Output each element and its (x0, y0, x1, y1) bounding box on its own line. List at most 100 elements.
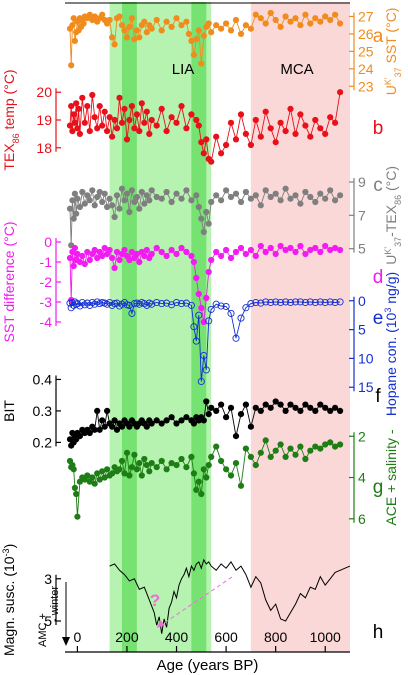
data-point-a (322, 13, 329, 20)
data-point-b (104, 128, 111, 135)
data-point-c (133, 193, 140, 201)
data-point-g (327, 439, 334, 446)
data-point-g (287, 445, 294, 452)
data-point-f (109, 423, 116, 430)
data-point-d (91, 246, 98, 254)
data-point-c (84, 192, 91, 199)
y-tick-label-c: 9 (358, 174, 366, 190)
data-point-a (205, 20, 212, 27)
lia-label: LIA (172, 61, 195, 78)
question-arrow (156, 576, 233, 629)
y-tick-label-h: 3 (44, 571, 52, 587)
data-point-b (131, 125, 138, 132)
data-point-b (307, 133, 314, 140)
data-point-e (212, 300, 220, 308)
y-tick-label-b: 19 (36, 112, 52, 128)
data-point-g (297, 443, 304, 450)
data-point-c (227, 193, 235, 201)
annotations: LIA MCA ? AMC + - winter (37, 61, 314, 647)
data-point-d (183, 248, 190, 256)
data-point-c (327, 187, 334, 194)
data-point-b (113, 125, 121, 132)
data-point-d (79, 252, 86, 260)
data-point-b (94, 125, 101, 132)
data-point-f (111, 417, 118, 424)
data-point-b (312, 116, 319, 124)
data-point-b (153, 122, 160, 129)
data-point-f (143, 423, 150, 430)
panel-letter-b: b (373, 118, 384, 139)
data-point-a (223, 20, 230, 27)
data-point-b (297, 111, 304, 118)
data-point-e (163, 299, 171, 307)
data-point-d (74, 250, 81, 258)
shaded-intervals (65, 2, 350, 652)
data-point-b (116, 94, 123, 101)
panel-c: 5 7 9 cUK'37-TEX86 (°C) (66, 166, 403, 265)
data-point-f (277, 401, 284, 408)
data-point-d (188, 252, 195, 260)
panel-letter-c: c (373, 175, 383, 196)
data-point-b (218, 150, 225, 157)
data-point-c (200, 228, 207, 236)
y-tick-label-c: 5 (358, 241, 366, 257)
x-tick-label: 400 (165, 629, 189, 645)
data-point-c (292, 192, 299, 199)
data-point-a (163, 18, 170, 25)
data-point-f (118, 423, 126, 430)
data-point-e (252, 298, 260, 307)
data-point-g (223, 466, 230, 473)
data-point-d (143, 246, 150, 254)
data-point-f (91, 426, 98, 433)
data-point-d (86, 256, 93, 264)
data-point-g (317, 445, 324, 452)
data-point-b (272, 139, 279, 146)
data-point-d (99, 252, 106, 260)
y-tick-label-g: 2 (358, 428, 366, 444)
data-point-c (74, 195, 81, 202)
data-point-b (146, 130, 153, 137)
y-tick-label-e: 0 (358, 293, 366, 309)
data-point-d (213, 248, 220, 256)
data-point-b (81, 119, 88, 126)
data-point-b (292, 130, 299, 137)
data-point-e (187, 301, 195, 309)
data-point-c (118, 185, 126, 192)
data-point-c (322, 195, 329, 202)
data-point-g (96, 476, 103, 483)
data-point-f (178, 417, 185, 424)
data-point-a (277, 23, 284, 30)
data-point-d (282, 246, 289, 254)
data-point-a (193, 36, 200, 43)
data-point-g (116, 466, 123, 473)
data-point-c (146, 197, 153, 204)
data-point-d (168, 246, 175, 254)
data-point-e (291, 298, 300, 306)
data-point-a (153, 16, 160, 24)
data-point-g (218, 457, 225, 465)
data-point-c (205, 220, 212, 227)
data-point-f (337, 407, 344, 414)
data-point-g (146, 468, 153, 475)
data-point-g (277, 441, 284, 448)
data-point-a (282, 13, 289, 20)
data-point-b (178, 103, 185, 110)
y-tick-label-a: 23 (358, 78, 374, 94)
data-point-f (153, 417, 160, 424)
data-point-b (71, 119, 78, 126)
data-point-d (218, 252, 225, 260)
data-point-d (277, 242, 284, 250)
data-point-a (111, 41, 118, 48)
data-point-c (73, 210, 80, 217)
data-point-b (168, 114, 175, 121)
data-point-c (89, 187, 96, 194)
data-point-b (138, 100, 145, 107)
data-point-b (128, 103, 135, 110)
y-tick-label-d: -1 (40, 254, 53, 270)
data-point-c (307, 193, 314, 201)
data-point-c (332, 197, 339, 204)
data-point-f (158, 420, 165, 427)
data-point-g (292, 451, 299, 458)
data-point-c (257, 202, 264, 209)
data-point-f (96, 426, 103, 433)
